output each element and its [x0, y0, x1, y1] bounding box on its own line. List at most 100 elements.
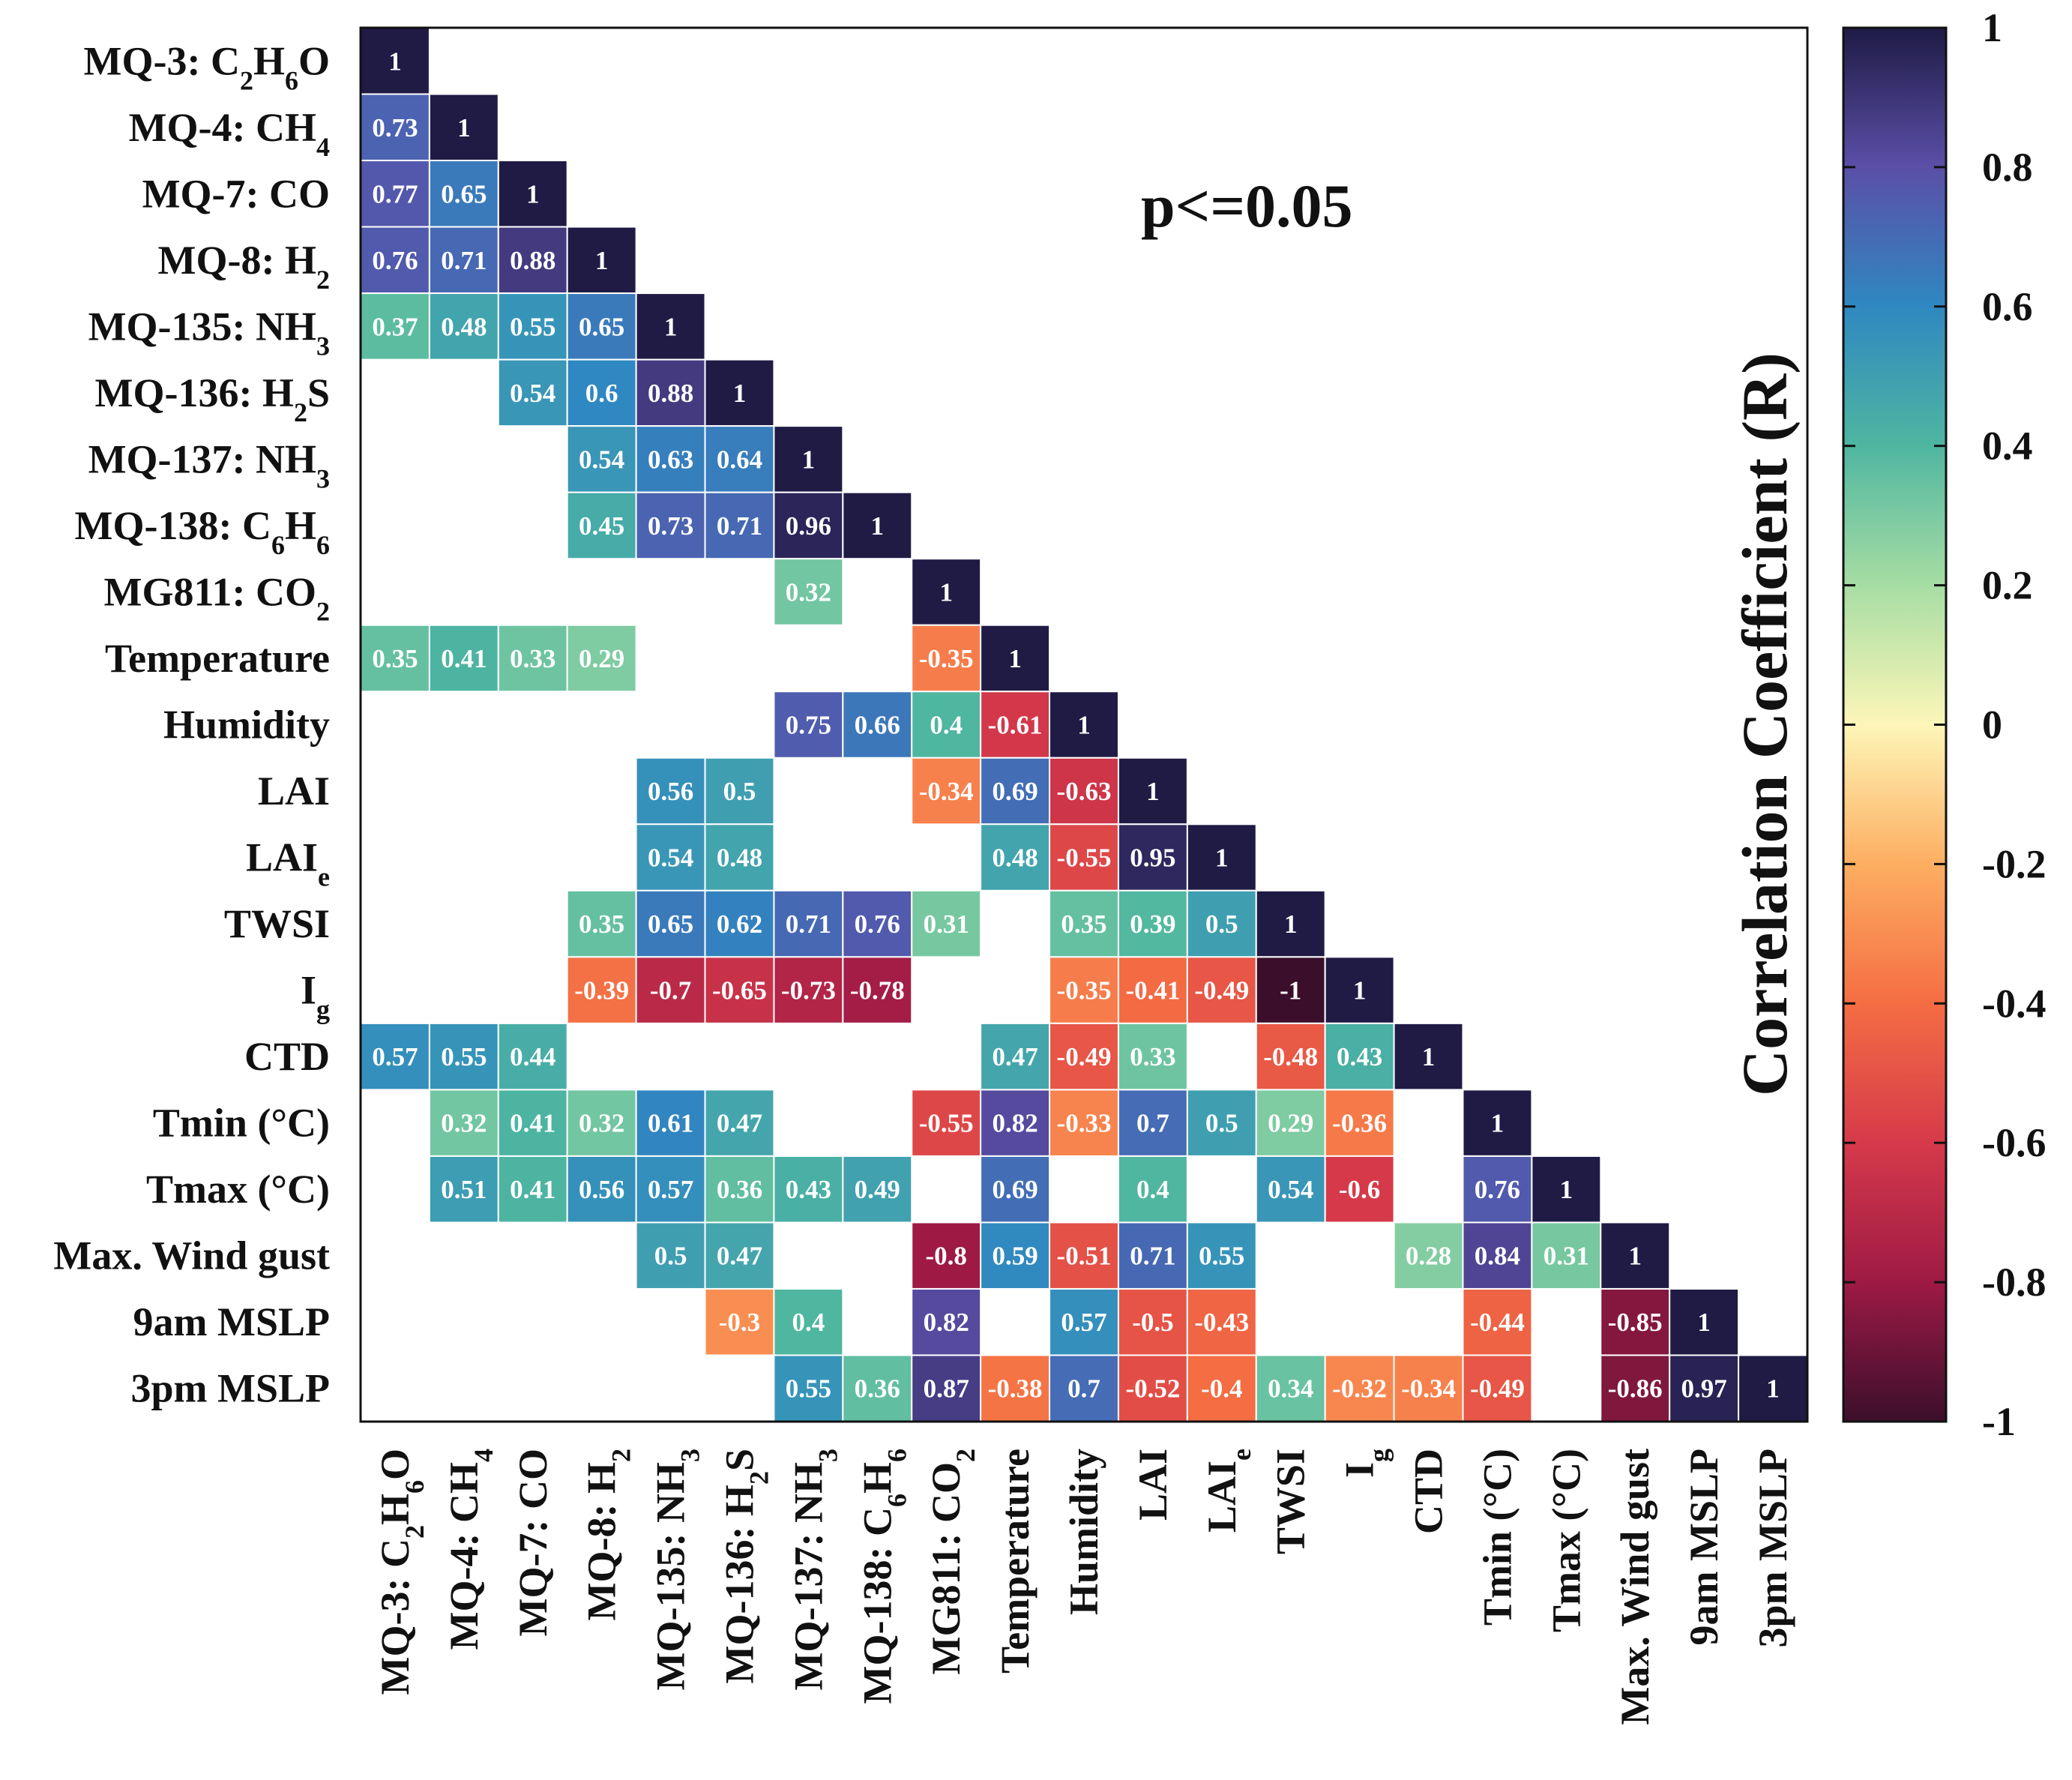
heatmap-cell: 0.66: [842, 691, 913, 759]
cell-value-label: -0.63: [1057, 777, 1112, 806]
colorbar-tick: 0.8: [1843, 145, 2033, 190]
x-axis-label: MQ-7: CO: [511, 1449, 555, 1636]
heatmap-cell: -0.35: [1049, 956, 1119, 1024]
heatmap-cell: 0.44: [497, 1022, 568, 1091]
cell-value-label: 0.88: [510, 246, 555, 275]
x-axis-label: LAIe: [1199, 1449, 1256, 1533]
cell-value-label: 0.4: [1136, 1175, 1169, 1204]
heatmap-cell: 0.48: [704, 823, 775, 891]
heatmap-cell: 0.7: [1117, 1089, 1188, 1157]
x-axis-label: Max. Wind gust: [1612, 1449, 1657, 1725]
cell-value-label: 0.48: [992, 844, 1037, 873]
cell-value-label: 0.47: [717, 1109, 762, 1138]
cell-value-label: -0.32: [1332, 1374, 1387, 1404]
cell-value-label: 0.55: [1199, 1242, 1244, 1271]
cell-value-label: -0.36: [1332, 1109, 1387, 1138]
x-axis-label: TWSI: [1268, 1449, 1313, 1554]
cell-value-label: 0.66: [855, 711, 900, 740]
cell-value-label: 0.5: [1205, 1109, 1238, 1138]
cell-value-label: 0.97: [1681, 1374, 1727, 1404]
cell-value-label: -0.55: [919, 1109, 974, 1138]
cell-value-label: 1: [1697, 1308, 1711, 1337]
colorbar-tick: -1: [1843, 1399, 2016, 1444]
heatmap-cell: 0.35: [566, 889, 637, 958]
heatmap-cell: 1: [1669, 1287, 1740, 1356]
cell-value-label: 0.43: [786, 1175, 831, 1204]
heatmap-cell: 0.97: [1669, 1354, 1740, 1423]
heatmap-cell: -0.61: [980, 691, 1051, 759]
y-axis-label: Humidity: [163, 703, 330, 748]
heatmap-cell: 0.65: [566, 292, 637, 361]
heatmap-cell: 1: [842, 491, 913, 560]
cell-value-label: 1: [1284, 909, 1298, 939]
x-axis-label: Tmax (°C): [1544, 1449, 1588, 1632]
y-axis-label: 9am MSLP: [133, 1299, 331, 1344]
heatmap-cell: 0.56: [635, 757, 706, 826]
cell-value-label: -0.51: [1057, 1242, 1112, 1271]
cell-value-label: 1: [526, 179, 540, 208]
heatmap-cell: 0.55: [1186, 1221, 1257, 1290]
cell-value-label: 0.47: [717, 1242, 762, 1271]
heatmap-cells: 10.73 10.77 0.65 10.76 0.71 0.88 10.37 0.48 0.55…: [360, 27, 1808, 1423]
heatmap-cell: 0.55: [428, 1022, 499, 1091]
x-axis-label: MQ-135: NH3: [648, 1449, 705, 1690]
cell-value-label: 0.48: [717, 844, 762, 873]
y-axis-label: LAIe: [246, 835, 330, 892]
colorbar-tick-label: -0.2: [1982, 841, 2046, 886]
x-axis-label: 3pm MSLP: [1750, 1449, 1795, 1648]
cell-value-label: -0.35: [1057, 976, 1112, 1005]
heatmap-cell: 0.5: [1186, 889, 1257, 958]
cell-value-label: 0.55: [510, 312, 555, 341]
heatmap-cell: 0.48: [428, 292, 499, 361]
heatmap-cell: 0.36: [704, 1155, 775, 1224]
heatmap-cell: 0.87: [911, 1354, 982, 1423]
x-axis-label: MQ-136: H2S: [717, 1449, 774, 1684]
cell-value-label: -0.49: [1194, 976, 1249, 1005]
heatmap-cell: 0.34: [1255, 1354, 1326, 1423]
heatmap-cell: -0.49: [1186, 956, 1257, 1024]
cell-value-label: 0.51: [441, 1175, 487, 1204]
cell-value-label: -0.3: [719, 1308, 760, 1337]
significance-annotation: p<=0.05: [1141, 172, 1353, 240]
heatmap-cell: 0.35: [360, 624, 430, 693]
cell-value-label: -0.43: [1194, 1308, 1249, 1337]
cell-value-label: 0.41: [441, 644, 487, 673]
cell-value-label: 0.31: [924, 909, 969, 939]
heatmap-cell: 1: [1255, 889, 1326, 958]
cell-value-label: 0.35: [1061, 909, 1106, 939]
heatmap-cell: 0.57: [635, 1155, 706, 1224]
colorbar-tick-label: -0.8: [1982, 1260, 2046, 1305]
colorbar-tick-label: 0.4: [1982, 424, 2033, 469]
cell-value-label: 0.5: [723, 777, 756, 806]
heatmap-cell: -0.49: [1462, 1354, 1533, 1423]
cell-value-label: 0.84: [1475, 1242, 1520, 1271]
y-axis-label: MQ-137: NH3: [88, 436, 330, 493]
heatmap-cell: 0.47: [980, 1022, 1051, 1091]
colorbar-tick: -0.8: [1843, 1260, 2046, 1305]
heatmap-cell: 0.55: [497, 292, 568, 361]
heatmap-cell: 1: [1324, 956, 1395, 1024]
heatmap-cell: 0.57: [360, 1022, 430, 1091]
heatmap-cell: -0.39: [566, 956, 637, 1024]
cell-value-label: 0.71: [717, 511, 762, 541]
heatmap-cell: 0.54: [497, 358, 568, 427]
cell-value-label: 0.5: [1205, 909, 1238, 939]
heatmap-cell: -0.34: [1393, 1354, 1464, 1423]
colorbar-label: Correlation Coefficient (R): [1729, 352, 1801, 1096]
heatmap-cell: 0.73: [360, 93, 430, 162]
cell-value-label: 1: [595, 246, 609, 275]
heatmap-cell: 0.4: [911, 691, 982, 759]
y-axis-label: MQ-4: CH4: [129, 105, 330, 162]
heatmap-cell: -0.33: [1049, 1089, 1119, 1157]
heatmap-cell: 0.55: [773, 1354, 844, 1423]
cell-value-label: -0.38: [988, 1374, 1043, 1404]
cell-value-label: 0.47: [992, 1042, 1037, 1071]
x-axis-label: MQ-8: H2: [579, 1449, 636, 1620]
cell-value-label: -0.78: [850, 976, 905, 1005]
cell-value-label: 1: [388, 46, 402, 76]
cell-value-label: 1: [457, 113, 471, 142]
cell-value-label: 1: [1766, 1374, 1780, 1404]
heatmap-cell: 0.49: [842, 1155, 913, 1224]
heatmap-cell: -0.44: [1462, 1287, 1533, 1356]
cell-value-label: 0.39: [1130, 909, 1175, 939]
